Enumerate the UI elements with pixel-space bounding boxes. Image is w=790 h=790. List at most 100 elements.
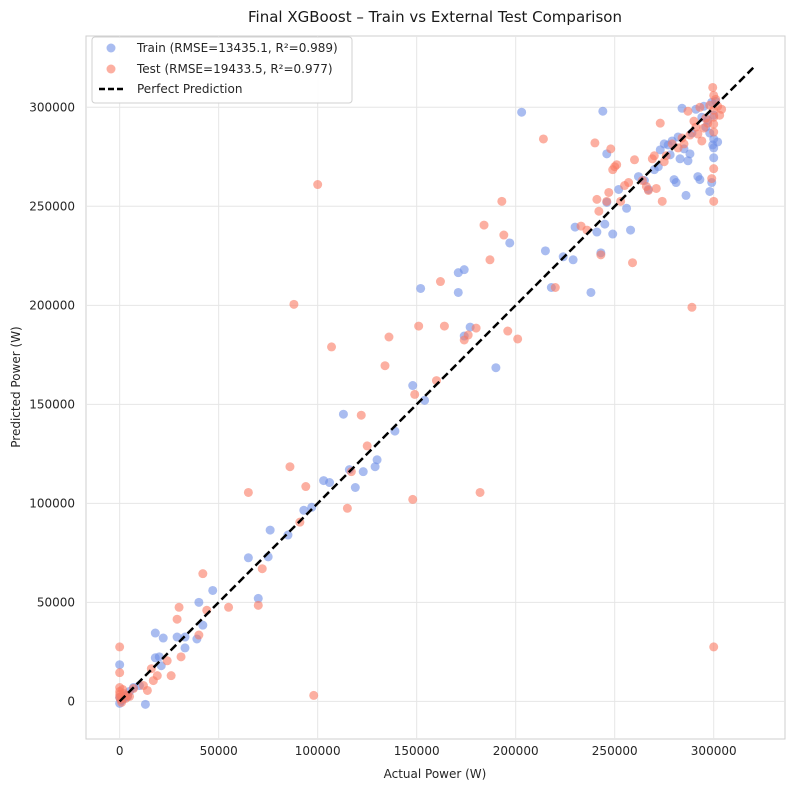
perfect-prediction-line: [118, 66, 755, 703]
test-point: [475, 487, 485, 497]
y-tick-label: 200000: [29, 298, 75, 312]
x-tick-label: 150000: [394, 744, 440, 758]
test-point: [612, 160, 622, 170]
test-point: [313, 180, 323, 190]
train-point: [325, 478, 335, 488]
test-point: [162, 656, 172, 666]
test-point: [655, 118, 665, 128]
train-point: [338, 409, 348, 419]
train-point: [459, 265, 469, 275]
test-point: [602, 196, 612, 206]
test-point: [439, 321, 449, 331]
train-point: [150, 628, 160, 638]
test-point: [285, 462, 295, 472]
x-tick-label: 100000: [295, 744, 341, 758]
x-tick-label: 250000: [592, 744, 638, 758]
test-point: [166, 671, 176, 681]
train-point: [592, 227, 602, 237]
train-point: [586, 287, 596, 297]
test-point: [685, 130, 695, 140]
test-point: [115, 642, 125, 652]
test-point: [709, 127, 719, 137]
train-point: [172, 632, 182, 642]
x-gridlines: [119, 36, 715, 739]
test-point: [176, 652, 186, 662]
test-point: [683, 106, 693, 116]
legend-test-label: Test (RMSE=19433.5, R²=0.977): [136, 62, 333, 76]
legend-perfect-label: Perfect Prediction: [137, 82, 242, 96]
train-point: [307, 502, 317, 512]
train-point: [158, 633, 168, 643]
test-point: [679, 139, 689, 149]
test-point: [356, 410, 366, 420]
test-point: [649, 151, 659, 161]
train-point: [198, 620, 208, 630]
train-point: [372, 455, 382, 465]
train-point: [608, 229, 618, 239]
train-point: [180, 643, 190, 653]
train-point: [713, 137, 723, 147]
train-point: [505, 238, 515, 248]
test-point: [596, 250, 606, 260]
y-axis-label: Predicted Power (W): [9, 326, 23, 447]
test-point: [194, 630, 204, 640]
train-point: [299, 505, 309, 515]
test-point: [224, 602, 234, 612]
test-point: [384, 332, 394, 342]
test-point: [592, 194, 602, 204]
train-point: [709, 153, 719, 163]
legend-box: [91, 36, 353, 104]
chart-title: Final XGBoost – Train vs External Test C…: [248, 8, 622, 26]
x-tick-labels: 0 50000 100000 150000 200000 250000 300000: [116, 744, 737, 758]
x-tick-label: 200000: [493, 744, 539, 758]
test-point: [695, 102, 705, 112]
x-tick-label: 0: [116, 744, 124, 758]
test-point: [513, 334, 523, 344]
train-point: [685, 149, 695, 159]
test-point: [172, 614, 182, 624]
test-point: [243, 487, 253, 497]
test-point: [410, 389, 420, 399]
y-tick-labels: 0 50000 100000 150000 200000 250000 300000: [29, 100, 75, 708]
y-tick-label: 100000: [29, 496, 75, 510]
test-point: [479, 220, 489, 230]
test-point: [414, 321, 424, 331]
test-point: [408, 494, 418, 504]
train-point: [408, 381, 418, 391]
train-point: [695, 175, 705, 185]
legend-train-label: Train (RMSE=13435.1, R²=0.989): [136, 41, 338, 55]
train-point: [253, 593, 263, 603]
train-point: [600, 219, 610, 229]
test-point: [693, 129, 703, 139]
test-point: [594, 206, 604, 216]
test-point: [709, 642, 719, 652]
y-tick-label: 300000: [29, 100, 75, 114]
train-point: [453, 287, 463, 297]
train-point: [265, 525, 275, 535]
test-point: [257, 564, 267, 574]
test-point: [538, 134, 548, 144]
test-point: [499, 230, 509, 240]
x-tick-label: 300000: [691, 744, 737, 758]
y-tick-label: 250000: [29, 199, 75, 213]
train-point: [675, 154, 685, 164]
test-point: [606, 144, 616, 154]
test-point: [497, 196, 507, 206]
test-point: [708, 82, 718, 92]
test-point: [590, 138, 600, 148]
test-series-points: [115, 82, 727, 707]
test-point: [327, 342, 337, 352]
test-point: [550, 282, 560, 292]
train-point: [115, 660, 125, 670]
legend-test-marker: [106, 64, 116, 74]
test-point: [709, 196, 719, 206]
train-point: [540, 246, 550, 256]
test-point: [253, 600, 263, 610]
test-point: [362, 441, 372, 451]
test-point: [463, 330, 473, 340]
train-point: [243, 553, 253, 563]
train-point: [350, 483, 360, 493]
test-point: [301, 482, 311, 492]
x-axis-label: Actual Power (W): [384, 767, 487, 781]
